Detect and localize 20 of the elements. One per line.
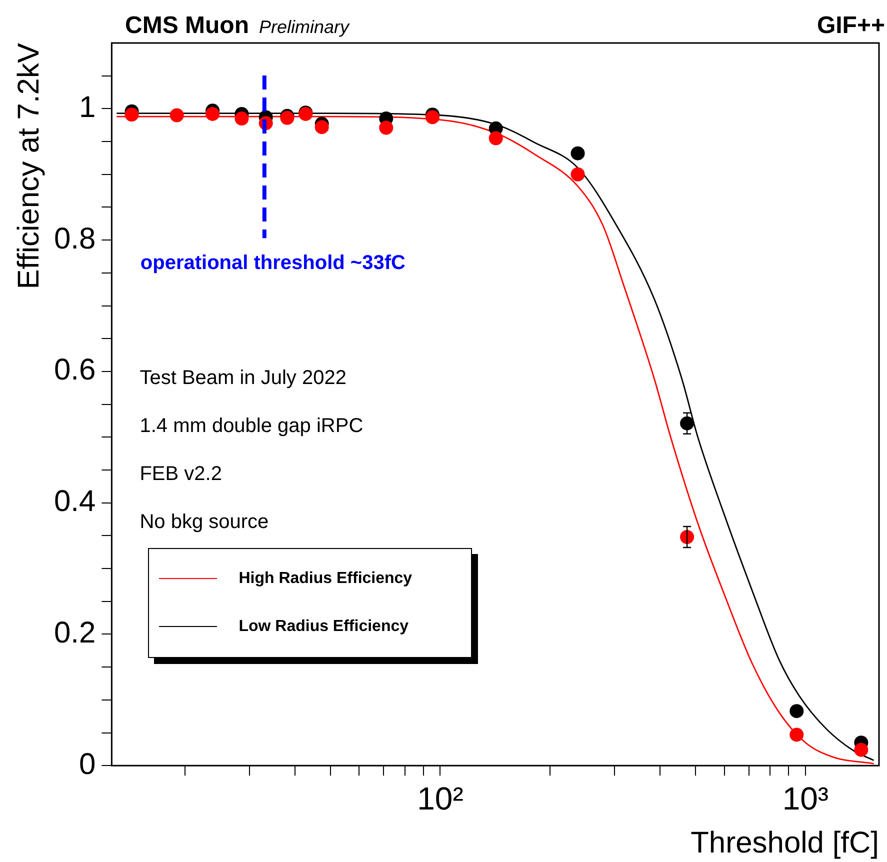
- chart-subtitle: Preliminary: [258, 17, 350, 38]
- ref-line-label: operational threshold ~33fC: [140, 252, 406, 274]
- y-tick-label: 0.4: [54, 485, 96, 518]
- y-tick-label: 0.6: [54, 354, 96, 387]
- x-tick-label: 10³: [782, 780, 829, 817]
- annotation: 1.4 mm double gap iRPC: [140, 414, 364, 439]
- legend-label: Low Radius Efficiency: [238, 618, 409, 636]
- y-tick-label: 1: [79, 90, 96, 124]
- annotation: FEB v2.2: [140, 462, 223, 487]
- chart-title: CMS Muon: [125, 12, 249, 40]
- y-tick-label: 0: [79, 748, 96, 781]
- x-tick-label: 10²: [417, 780, 464, 817]
- annotation: No bkg source: [140, 510, 270, 535]
- annotation: Test Beam in July 2022: [140, 366, 348, 391]
- legend-label: High Radius Efficiency: [238, 570, 412, 588]
- text: GIF++: [816, 12, 885, 40]
- x-axis-title: Threshold [fC]: [690, 826, 879, 860]
- y-tick-label: 0.8: [54, 222, 96, 256]
- y-tick-label: 0.2: [54, 616, 96, 650]
- y-axis-title: Efficiency at 7.2kV: [12, 43, 46, 290]
